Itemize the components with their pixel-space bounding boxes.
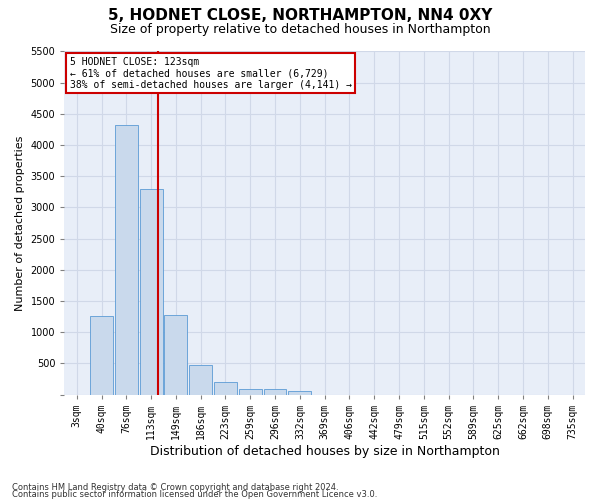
- Text: Size of property relative to detached houses in Northampton: Size of property relative to detached ho…: [110, 22, 490, 36]
- Text: 5, HODNET CLOSE, NORTHAMPTON, NN4 0XY: 5, HODNET CLOSE, NORTHAMPTON, NN4 0XY: [108, 8, 492, 22]
- Bar: [189, 364, 212, 394]
- Bar: [164, 315, 187, 394]
- Bar: [140, 189, 163, 394]
- Y-axis label: Number of detached properties: Number of detached properties: [15, 136, 25, 311]
- Bar: [214, 382, 237, 394]
- Bar: [115, 124, 138, 394]
- Bar: [289, 391, 311, 394]
- Bar: [239, 390, 262, 394]
- Text: 5 HODNET CLOSE: 123sqm
← 61% of detached houses are smaller (6,729)
38% of semi-: 5 HODNET CLOSE: 123sqm ← 61% of detached…: [70, 56, 352, 90]
- Text: Contains public sector information licensed under the Open Government Licence v3: Contains public sector information licen…: [12, 490, 377, 499]
- Bar: [90, 316, 113, 394]
- Text: Contains HM Land Registry data © Crown copyright and database right 2024.: Contains HM Land Registry data © Crown c…: [12, 484, 338, 492]
- Bar: [263, 390, 286, 394]
- X-axis label: Distribution of detached houses by size in Northampton: Distribution of detached houses by size …: [150, 444, 500, 458]
